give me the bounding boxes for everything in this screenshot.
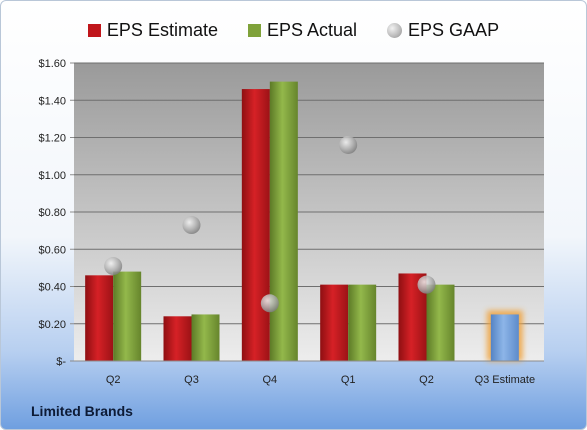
- point-eps-gaap: [182, 216, 201, 235]
- x-tick-label: Q4: [262, 374, 277, 386]
- legend-label-gaap: EPS GAAP: [408, 19, 500, 40]
- y-tick-label: $-: [56, 356, 66, 368]
- bar-eps-estimate: [85, 275, 114, 361]
- point-eps-gaap: [104, 257, 123, 276]
- gridlines: [74, 62, 544, 325]
- y-tick-label: $1.60: [38, 58, 66, 70]
- bar-eps-estimate: [320, 284, 349, 361]
- bar-eps-estimate: [241, 89, 270, 361]
- gaap-points: [104, 135, 436, 313]
- legend-label-actual: EPS Actual: [266, 19, 358, 40]
- legend-item-gaap: EPS GAAP: [387, 20, 499, 41]
- legend-label-estimate: EPS Estimate: [106, 19, 218, 40]
- y-tick-label: $1.20: [38, 133, 66, 145]
- company-name: Limited Brands: [31, 403, 133, 419]
- x-tick-label: Q1: [341, 374, 356, 386]
- legend-swatch-estimate: [87, 23, 101, 37]
- legend-swatch-gaap: [387, 22, 403, 38]
- bars: [85, 81, 523, 361]
- x-tick-label: Q3 Estimate: [475, 374, 536, 386]
- y-tick-label: $0.40: [38, 282, 66, 294]
- x-tick-label: Q2: [106, 374, 121, 386]
- y-tick-label: $1.40: [38, 95, 66, 107]
- bar-eps-actual: [426, 284, 455, 361]
- point-eps-gaap: [260, 294, 279, 313]
- chart-legend: EPS Estimate EPS Actual EPS GAAP: [1, 15, 586, 45]
- legend-swatch-actual: [247, 23, 261, 37]
- legend-item-estimate: EPS Estimate: [87, 19, 218, 41]
- point-eps-gaap: [339, 135, 358, 154]
- bar-eps-actual: [191, 314, 220, 361]
- y-tick-label: $0.60: [38, 244, 66, 256]
- bar-eps-actual: [348, 284, 377, 361]
- bar-eps-actual: [269, 81, 298, 361]
- bar-q3-estimate: [490, 314, 519, 361]
- x-tick-label: Q3: [184, 374, 199, 386]
- point-eps-gaap: [417, 275, 436, 294]
- y-tick-label: $1.00: [38, 170, 66, 182]
- x-axis-ticks: Q2 Q3 Q4 Q1 Q2 Q3 Estimate: [106, 374, 535, 386]
- bar-eps-actual: [113, 271, 142, 361]
- y-axis-ticks: $- $0.20 $0.40 $0.60 $0.80 $1.00 $1.20 $1.40 $1.…: [38, 58, 74, 368]
- y-tick-label: $0.20: [38, 319, 66, 331]
- x-tick-label: Q2: [419, 374, 434, 386]
- legend-item-actual: EPS Actual: [247, 19, 358, 41]
- y-tick-label: $0.80: [38, 207, 66, 219]
- bar-eps-estimate: [163, 316, 192, 361]
